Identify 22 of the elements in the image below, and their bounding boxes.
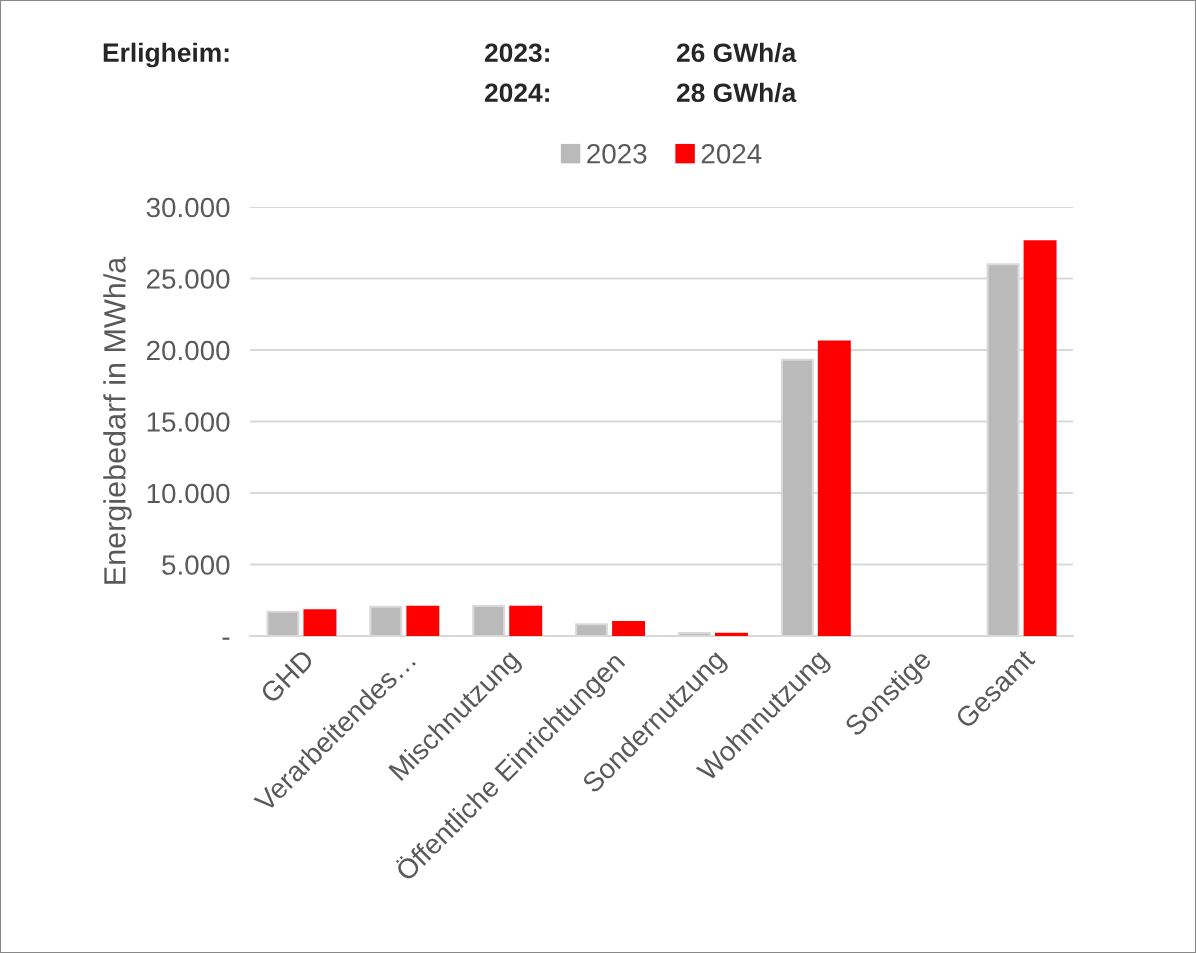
legend-label: 2023 — [587, 143, 647, 164]
y-axis-title: Energiebedarf in MWh/a — [103, 256, 132, 584]
text: 2024: — [484, 83, 549, 103]
bar — [714, 632, 748, 636]
legend-label: 2024 — [701, 143, 762, 164]
y-tick-label: 5.000 — [162, 555, 230, 575]
text: 28 GWh/a — [676, 82, 797, 103]
bar — [612, 620, 646, 636]
y-tick-label: 25.000 — [147, 269, 230, 289]
chart-title: Erligheim: — [103, 42, 229, 68]
text: 2023: — [484, 43, 549, 63]
bar — [509, 605, 543, 636]
text: 26 GWh/a — [676, 42, 797, 63]
y-tick-label: 30.000 — [146, 197, 230, 218]
bar — [406, 605, 440, 636]
bar — [1023, 240, 1057, 636]
bar — [817, 340, 851, 636]
y-tick-label: 20.000 — [147, 340, 230, 361]
y-tick-label: 15.000 — [147, 412, 230, 432]
y-tick-label: 10.000 — [147, 483, 230, 504]
bar — [303, 609, 337, 636]
y-tick-label: - — [222, 637, 230, 640]
